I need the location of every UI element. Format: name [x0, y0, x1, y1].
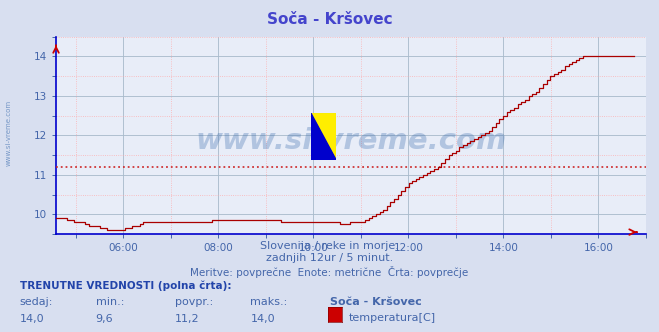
Polygon shape — [311, 113, 336, 160]
Text: 9,6: 9,6 — [96, 314, 113, 324]
Text: 14,0: 14,0 — [250, 314, 275, 324]
Text: Slovenija / reke in morje.: Slovenija / reke in morje. — [260, 241, 399, 251]
Text: Soča - Kršovec: Soča - Kršovec — [330, 297, 421, 307]
Text: povpr.:: povpr.: — [175, 297, 213, 307]
Text: min.:: min.: — [96, 297, 124, 307]
Text: 11,2: 11,2 — [175, 314, 199, 324]
Text: TRENUTNE VREDNOSTI (polna črta):: TRENUTNE VREDNOSTI (polna črta): — [20, 281, 231, 291]
Text: zadnjih 12ur / 5 minut.: zadnjih 12ur / 5 minut. — [266, 253, 393, 263]
Text: Soča - Kršovec: Soča - Kršovec — [267, 12, 392, 27]
Text: 14,0: 14,0 — [20, 314, 44, 324]
Text: www.si-vreme.com: www.si-vreme.com — [5, 100, 12, 166]
Polygon shape — [311, 113, 336, 160]
Text: www.si-vreme.com: www.si-vreme.com — [195, 127, 507, 155]
Text: temperatura[C]: temperatura[C] — [349, 313, 436, 323]
Text: Meritve: povprečne  Enote: metrične  Črta: povprečje: Meritve: povprečne Enote: metrične Črta:… — [190, 266, 469, 278]
Text: maks.:: maks.: — [250, 297, 288, 307]
Polygon shape — [311, 113, 336, 160]
Text: sedaj:: sedaj: — [20, 297, 53, 307]
